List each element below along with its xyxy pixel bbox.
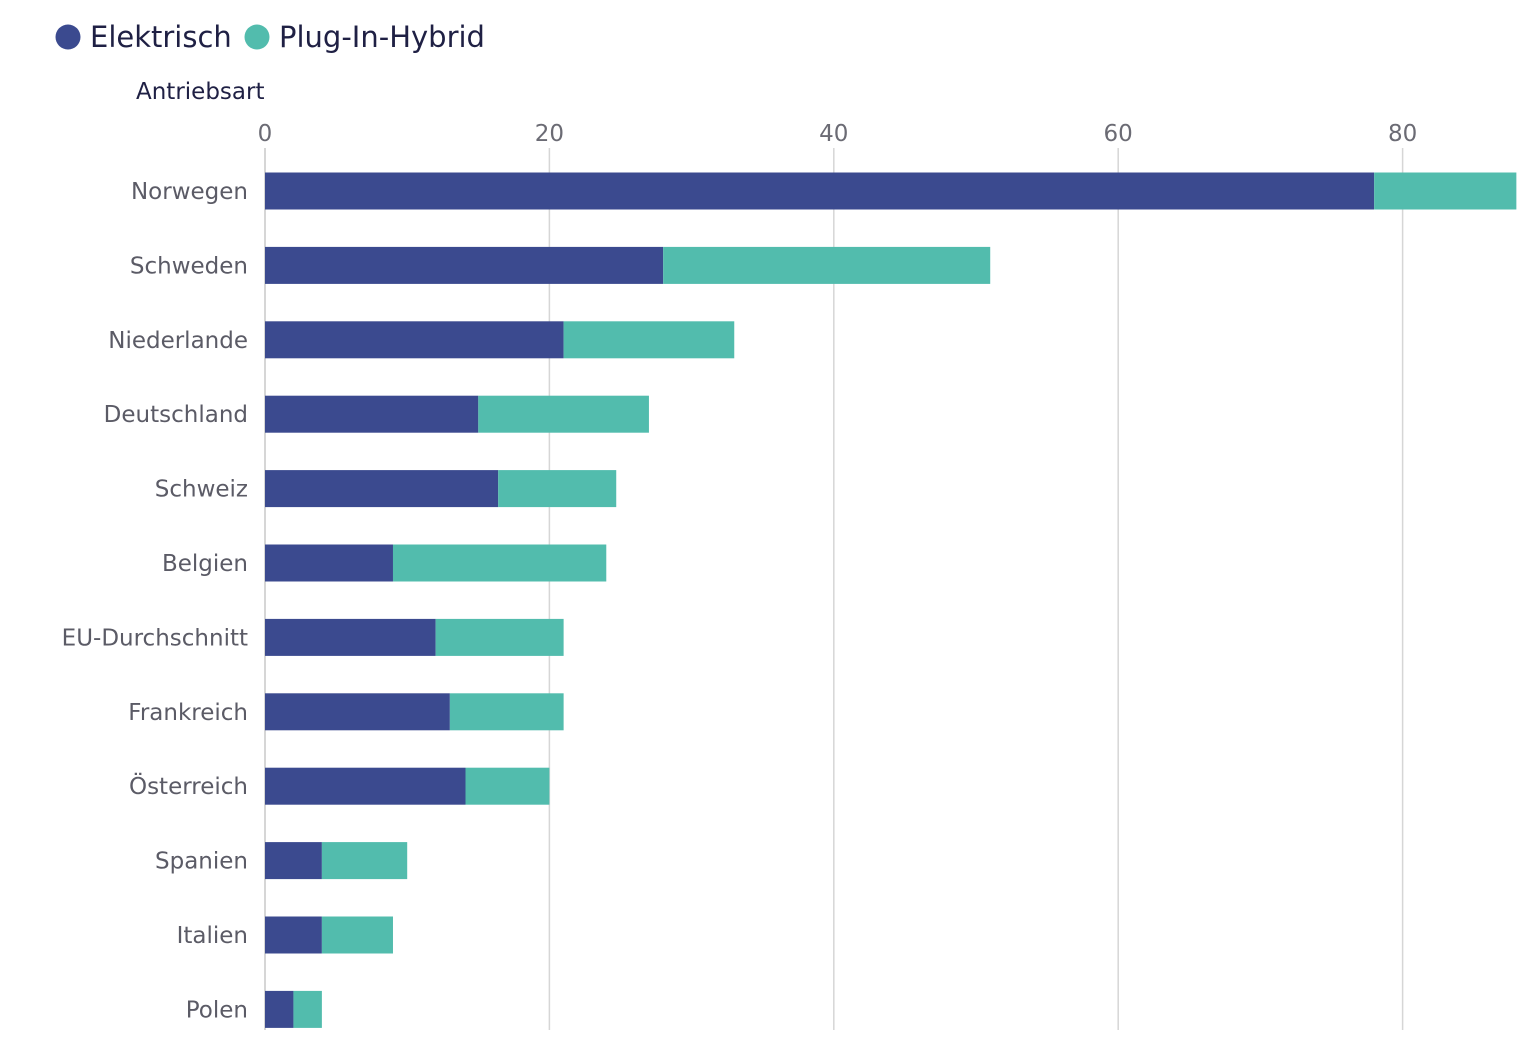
category-label: Spanien bbox=[155, 849, 248, 875]
category-label: Schweiz bbox=[155, 477, 248, 503]
bar-elektrisch bbox=[265, 767, 466, 805]
bar-elektrisch bbox=[265, 395, 479, 433]
category-labels: Norwegen Schweden Niederlande Deutschland Sc… bbox=[62, 179, 248, 1023]
bar-plug-in-hybrid bbox=[435, 618, 564, 656]
legend-label-plug-in-hybrid: Plug-In-Hybrid bbox=[279, 20, 485, 54]
bar-plug-in-hybrid bbox=[478, 395, 649, 433]
legend-group-label: Antriebsart bbox=[136, 79, 264, 105]
bar-plug-in-hybrid bbox=[321, 842, 408, 880]
bar-elektrisch bbox=[265, 842, 322, 880]
bar-plug-in-hybrid bbox=[465, 767, 550, 805]
bar-plug-in-hybrid bbox=[563, 321, 735, 359]
bar-plug-in-hybrid bbox=[663, 246, 991, 284]
bar-elektrisch bbox=[265, 246, 664, 284]
bars bbox=[265, 172, 1517, 1028]
category-label: Deutschland bbox=[104, 402, 248, 428]
x-axis-ticks: 0 20 40 60 80 bbox=[258, 121, 1418, 147]
x-tick-label: 60 bbox=[1104, 121, 1133, 147]
legend-swatch-plug-in-hybrid bbox=[244, 24, 270, 50]
bar-elektrisch bbox=[265, 916, 322, 954]
gridlines bbox=[264, 148, 1404, 1030]
bar-plug-in-hybrid bbox=[1374, 172, 1517, 210]
category-label: Niederlande bbox=[108, 328, 248, 354]
category-label: Polen bbox=[186, 997, 248, 1023]
x-tick-label: 40 bbox=[819, 121, 848, 147]
bar-elektrisch bbox=[265, 990, 294, 1028]
bar-plug-in-hybrid bbox=[449, 693, 564, 731]
legend-swatch-elektrisch bbox=[55, 24, 81, 50]
bar-plug-in-hybrid bbox=[392, 544, 607, 582]
bar-elektrisch bbox=[265, 321, 564, 359]
bar-elektrisch bbox=[265, 618, 436, 656]
bar-plug-in-hybrid bbox=[321, 916, 393, 954]
bar-elektrisch bbox=[265, 693, 450, 731]
legend-label-elektrisch: Elektrisch bbox=[90, 20, 232, 54]
x-tick-label: 80 bbox=[1388, 121, 1417, 147]
category-label: Frankreich bbox=[128, 700, 248, 726]
category-label: Italien bbox=[177, 923, 248, 949]
bar-elektrisch bbox=[265, 470, 499, 508]
x-tick-label: 20 bbox=[535, 121, 564, 147]
legend: Elektrisch Plug-In-Hybrid bbox=[55, 20, 485, 54]
bar-elektrisch bbox=[265, 544, 393, 582]
category-label: Schweden bbox=[130, 253, 248, 279]
bar-elektrisch bbox=[265, 172, 1375, 210]
category-label: Österreich bbox=[129, 772, 248, 800]
category-label: EU-Durchschnitt bbox=[62, 625, 248, 651]
x-tick-label: 0 bbox=[258, 121, 273, 147]
bar-plug-in-hybrid bbox=[293, 990, 322, 1028]
category-label: Belgien bbox=[162, 551, 248, 577]
category-label: Norwegen bbox=[131, 179, 248, 205]
bar-plug-in-hybrid bbox=[498, 470, 617, 508]
